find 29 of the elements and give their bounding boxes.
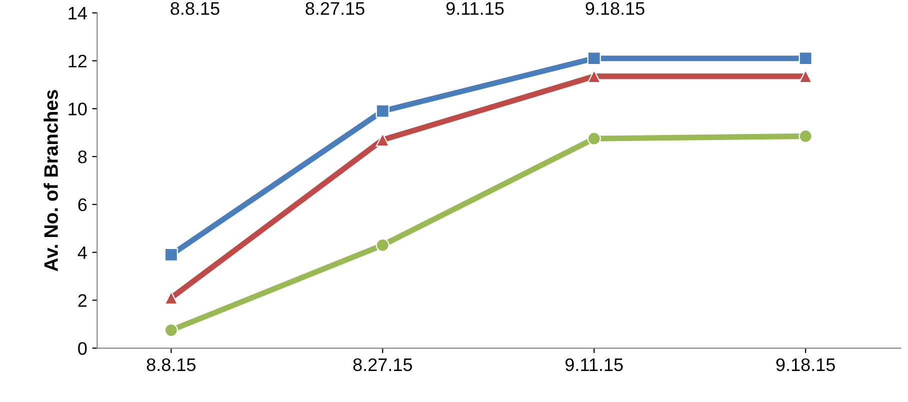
y-tick-label: 14 bbox=[68, 6, 87, 20]
point bbox=[798, 129, 812, 143]
y-axis-title: Av. No. of Branches bbox=[44, 90, 58, 272]
x-tick-label: 9.11.15 bbox=[566, 358, 623, 372]
point bbox=[164, 323, 178, 337]
y-tick-label: 8 bbox=[78, 150, 87, 164]
annotation: 8.27.15 bbox=[306, 2, 364, 15]
point bbox=[376, 238, 390, 252]
point bbox=[587, 70, 601, 84]
annotation: 8.8.15 bbox=[170, 2, 220, 15]
point bbox=[164, 248, 178, 262]
annotation: 9.18.15 bbox=[586, 2, 644, 15]
y-tick-label: 10 bbox=[68, 102, 87, 116]
y-tick-label: 12 bbox=[68, 54, 87, 68]
y-tick-label: 4 bbox=[78, 246, 87, 259]
point bbox=[798, 70, 812, 84]
point bbox=[587, 52, 601, 66]
annotation: 9.11.15 bbox=[446, 2, 504, 15]
y-tick-label: 2 bbox=[78, 294, 87, 307]
point bbox=[798, 52, 812, 66]
x-tick-label: 8.8.15 bbox=[146, 358, 196, 372]
point bbox=[587, 132, 601, 146]
y-tick-label: 6 bbox=[78, 198, 87, 212]
x-tick-label: 8.27.15 bbox=[353, 358, 412, 372]
y-tick-label: 0 bbox=[78, 342, 87, 355]
point bbox=[164, 291, 178, 305]
point bbox=[376, 104, 390, 118]
point bbox=[376, 132, 390, 147]
x-tick-label: 9.18.15 bbox=[776, 358, 835, 372]
